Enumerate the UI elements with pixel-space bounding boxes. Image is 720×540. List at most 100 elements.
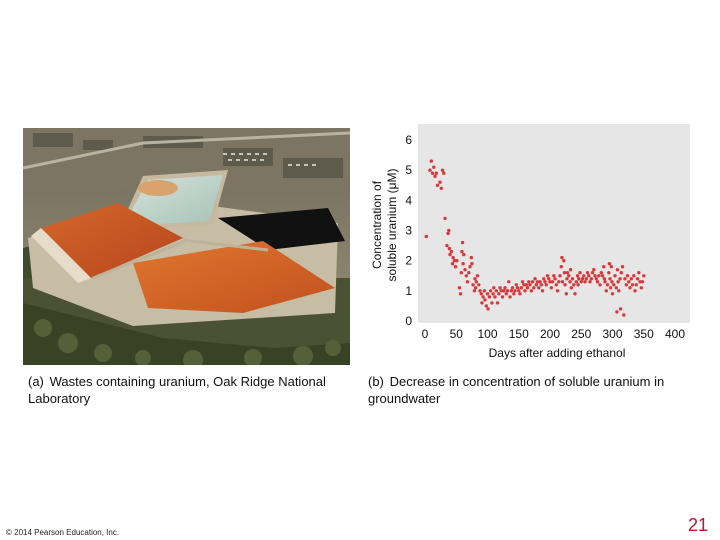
data-point [610, 280, 614, 284]
data-point [609, 265, 613, 269]
data-point [481, 295, 485, 299]
y-tick-label: 5 [405, 163, 412, 177]
data-point [524, 283, 528, 287]
data-point [544, 283, 548, 287]
data-point [572, 283, 576, 287]
data-point [500, 295, 505, 299]
data-point [469, 255, 473, 260]
x-tick-label: 200 [540, 327, 560, 341]
data-point [442, 171, 446, 175]
data-point [525, 286, 530, 290]
data-point [587, 274, 591, 278]
data-point [600, 274, 605, 278]
data-point [639, 286, 643, 290]
data-point [597, 274, 601, 278]
data-point [542, 277, 546, 281]
data-point [632, 274, 636, 278]
data-point [602, 277, 607, 281]
data-point [602, 265, 606, 269]
data-point [608, 277, 612, 281]
data-point [603, 280, 607, 284]
data-point [543, 280, 547, 284]
data-point [475, 274, 480, 278]
data-point [574, 280, 578, 284]
data-point [446, 231, 450, 236]
data-point [560, 280, 565, 284]
data-point [464, 274, 468, 278]
x-tick-label: 250 [571, 327, 591, 341]
data-point [509, 289, 513, 293]
data-point [565, 271, 570, 275]
data-point [582, 274, 586, 278]
data-point [493, 295, 497, 299]
data-point [486, 307, 490, 311]
data-point [443, 216, 447, 221]
data-point [612, 283, 616, 287]
data-point [617, 289, 621, 293]
data-point [550, 280, 555, 284]
chart-caption: (b) Decrease in concentration of soluble… [368, 373, 708, 407]
data-point [598, 283, 602, 287]
data-point [553, 277, 557, 281]
data-point [440, 168, 445, 172]
uranium-concentration-chart: 0 1 2 3 4 5 6 0 50 100 150 200 250 300 350 400 Days af… [356, 120, 696, 365]
data-point [528, 283, 532, 287]
data-point [508, 295, 512, 299]
data-point [463, 268, 467, 272]
data-point [557, 280, 561, 284]
data-point [534, 283, 538, 287]
data-point [474, 280, 478, 284]
data-point [519, 286, 523, 290]
y-tick-label: 4 [405, 193, 412, 207]
data-point [533, 277, 537, 281]
y-tick-label: 1 [405, 284, 412, 298]
data-point [439, 186, 443, 190]
data-point [577, 277, 581, 281]
data-point [589, 277, 593, 281]
data-point [622, 313, 626, 317]
data-point [532, 286, 536, 290]
data-point [447, 246, 452, 251]
data-point [498, 286, 502, 290]
data-point [584, 277, 588, 281]
data-point [535, 280, 540, 284]
data-point [513, 289, 517, 293]
data-point [470, 262, 474, 266]
data-point [465, 280, 470, 284]
data-point [482, 289, 487, 293]
x-tick-label: 400 [665, 327, 685, 341]
data-point [485, 292, 490, 296]
data-point [620, 265, 625, 269]
data-point [623, 277, 627, 281]
data-point [514, 283, 518, 287]
data-point [539, 283, 543, 287]
data-point [607, 271, 611, 275]
data-point [487, 295, 492, 299]
data-point [585, 271, 590, 275]
data-point [548, 280, 552, 284]
x-tick-label: 150 [509, 327, 529, 341]
data-point [520, 280, 525, 284]
data-point [504, 292, 508, 296]
y-tick-label: 3 [405, 224, 412, 238]
data-point [569, 286, 573, 290]
data-point [615, 268, 620, 272]
data-point [570, 277, 575, 281]
y-tick-label: 0 [405, 314, 412, 328]
data-point [490, 301, 494, 305]
data-point [608, 286, 613, 290]
data-point [563, 283, 567, 287]
data-point [537, 286, 541, 290]
data-point [434, 171, 438, 175]
data-point [618, 277, 622, 281]
data-point [502, 289, 506, 293]
data-point [518, 292, 522, 296]
photo-caption-label: (a) [28, 374, 44, 389]
data-point [562, 271, 567, 275]
data-point [483, 298, 487, 302]
data-point [554, 283, 558, 287]
data-point [480, 301, 484, 305]
data-point [461, 262, 465, 266]
data-point [499, 289, 503, 293]
data-point [455, 259, 459, 263]
